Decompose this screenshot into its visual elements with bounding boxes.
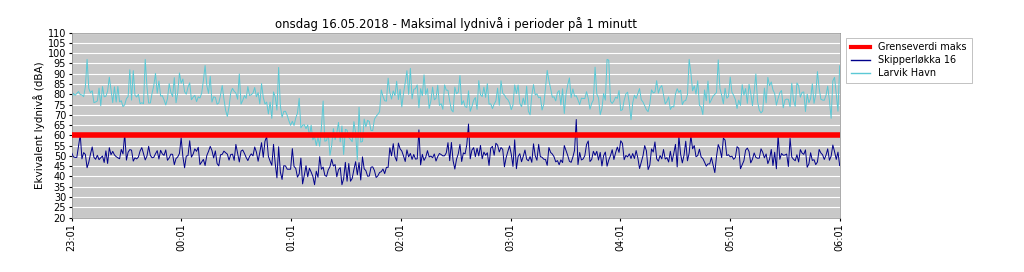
Title: onsdag 16.05.2018 - Maksimal lydnivå i perioder på 1 minutt: onsdag 16.05.2018 - Maksimal lydnivå i p…: [274, 17, 637, 32]
Y-axis label: Ekvivalent lydnivå (dBA): Ekvivalent lydnivå (dBA): [33, 61, 45, 189]
Legend: Grenseverdi maks, Skipperløkka 16, Larvik Havn: Grenseverdi maks, Skipperløkka 16, Larvi…: [846, 38, 972, 83]
